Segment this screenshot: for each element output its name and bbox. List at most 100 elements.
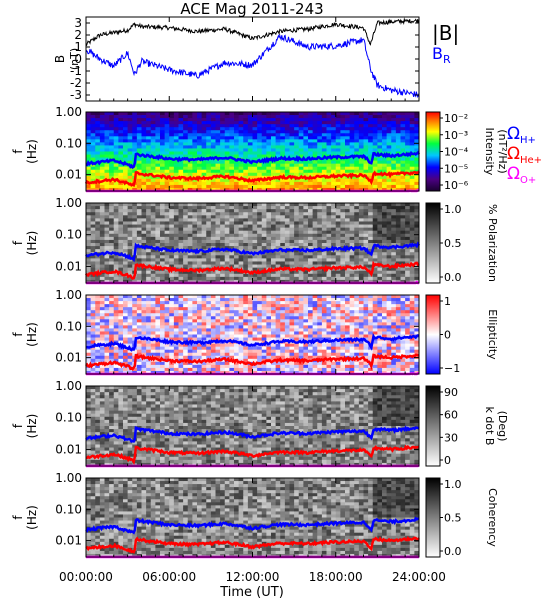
- heatmap-cell: [229, 206, 235, 210]
- heatmap-cell: [326, 115, 332, 119]
- heatmap-cell: [123, 279, 129, 284]
- heatmap-cell: [247, 346, 253, 351]
- heatmap-cell: [104, 337, 110, 341]
- heatmap-cell: [308, 206, 314, 210]
- heatmap-cell: [224, 145, 230, 149]
- heatmap-cell: [160, 181, 166, 186]
- heatmap-cell: [164, 355, 170, 360]
- heatmap-cell: [372, 142, 378, 146]
- heatmap-cell: [326, 233, 332, 238]
- heatmap-cell: [86, 370, 92, 375]
- heatmap-cell: [187, 115, 193, 119]
- heatmap-cell: [220, 295, 226, 299]
- heatmap-cell: [127, 295, 133, 299]
- heatmap-cell: [234, 355, 240, 360]
- heatmap-cell: [271, 243, 277, 247]
- heatmap-cell: [234, 370, 240, 375]
- heatmap-cell: [326, 118, 332, 122]
- heatmap-cell: [224, 334, 230, 338]
- heatmap-cell: [234, 118, 240, 122]
- heatmap-cell: [395, 258, 401, 262]
- heatmap-cell: [266, 218, 272, 222]
- heatmap-cell: [349, 139, 355, 143]
- heatmap-cell: [86, 337, 92, 341]
- heatmap-cell: [155, 307, 161, 311]
- heatmap-cell: [178, 325, 184, 329]
- heatmap-cell: [405, 187, 411, 192]
- heatmap-cell: [294, 124, 300, 128]
- heatmap-cell: [113, 264, 119, 269]
- heatmap-cell: [206, 367, 212, 372]
- heatmap-cell: [229, 133, 235, 137]
- heatmap-cell: [150, 115, 156, 119]
- heatmap-cell: [363, 112, 369, 116]
- heatmap-cell: [201, 215, 207, 219]
- heatmap-cell: [266, 130, 272, 134]
- heatmap-cell: [303, 139, 309, 143]
- heatmap-cell: [400, 221, 406, 225]
- heatmap-cell: [238, 295, 244, 299]
- heatmap-cell: [155, 124, 161, 128]
- heatmap-cell: [317, 115, 323, 119]
- heatmap-cell: [109, 163, 115, 168]
- heatmap-cell: [243, 181, 249, 186]
- heatmap-cell: [173, 352, 179, 357]
- heatmap-cell: [280, 121, 286, 125]
- heatmap-cell: [141, 325, 147, 329]
- heatmap-cell: [234, 139, 240, 143]
- heatmap-cell: [173, 279, 179, 284]
- heatmap-cell: [215, 136, 221, 140]
- heatmap-cell: [95, 157, 101, 162]
- heatmap-cell: [405, 239, 411, 244]
- heatmap-cell: [224, 218, 230, 222]
- heatmap-cell: [400, 130, 406, 134]
- heatmap-cell: [298, 136, 304, 140]
- heatmap-cell: [192, 221, 198, 225]
- heatmap-cell: [257, 255, 263, 259]
- heatmap-cell: [414, 145, 420, 149]
- heatmap-cell: [206, 261, 212, 265]
- heatmap-cell: [183, 349, 189, 354]
- heatmap-cell: [104, 319, 110, 323]
- heatmap-cell: [155, 319, 161, 323]
- heatmap-cell: [183, 112, 189, 116]
- heatmap-cell: [146, 209, 152, 213]
- heatmap-cell: [326, 187, 332, 192]
- heatmap-cell: [95, 212, 101, 216]
- heatmap-cell: [187, 295, 193, 299]
- heatmap-cell: [220, 276, 226, 281]
- heatmap-cell: [345, 163, 351, 168]
- heatmap-cell: [257, 230, 263, 235]
- heatmap-cell: [192, 130, 198, 134]
- heatmap-cell: [173, 139, 179, 143]
- heatmap-cell: [164, 264, 170, 269]
- heatmap-cell: [252, 295, 258, 299]
- heatmap-cell: [280, 304, 286, 308]
- heatmap-cell: [123, 233, 129, 238]
- heatmap-cell: [368, 264, 374, 269]
- heatmap-cell: [173, 337, 179, 341]
- heatmap-cell: [210, 212, 216, 216]
- heatmap-cell: [160, 334, 166, 338]
- heatmap-cell: [99, 221, 105, 225]
- heatmap-cell: [303, 172, 309, 177]
- heatmap-cell: [215, 148, 221, 152]
- heatmap-cell: [266, 112, 272, 116]
- heatmap-cell: [326, 169, 332, 174]
- heatmap-cell: [104, 130, 110, 134]
- heatmap-cell: [238, 337, 244, 341]
- heatmap-cell: [86, 163, 92, 168]
- heatmap-cell: [252, 279, 258, 284]
- heatmap-cell: [257, 218, 263, 222]
- heatmap-cell: [86, 145, 92, 149]
- colorbar-tick-label: 10⁻²: [444, 112, 468, 125]
- heatmap-cell: [252, 203, 258, 207]
- heatmap-cell: [136, 328, 142, 332]
- heatmap-cell: [303, 145, 309, 149]
- heatmap-cell: [95, 203, 101, 207]
- heatmap-cell: [229, 367, 235, 372]
- heatmap-cell: [405, 224, 411, 229]
- heatmap-cell: [414, 178, 420, 183]
- heatmap-cell: [215, 270, 221, 275]
